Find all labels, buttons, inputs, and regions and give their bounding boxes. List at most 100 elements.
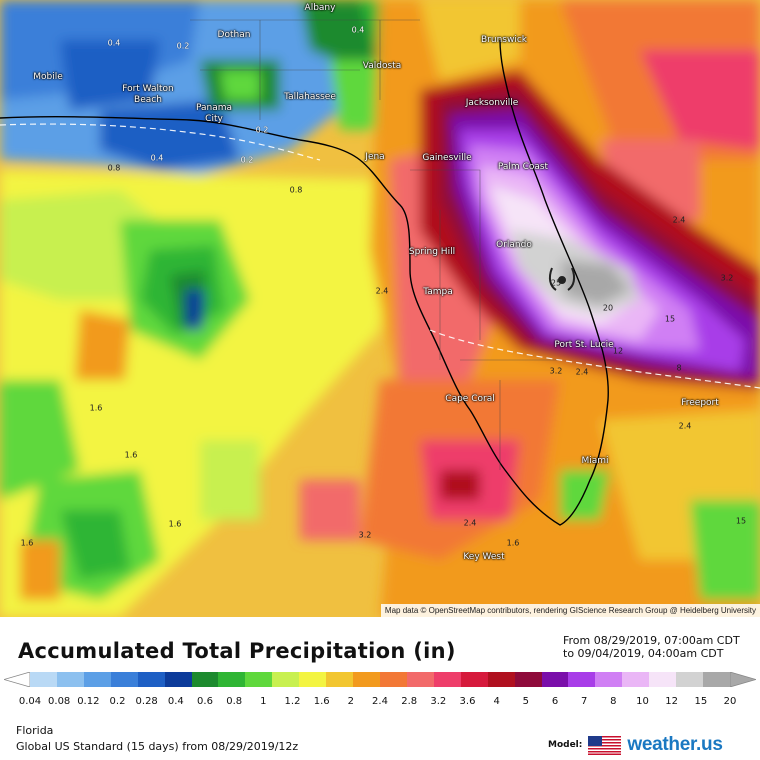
isoline-value: 0.8 — [107, 163, 121, 173]
color-scale-bin — [326, 672, 354, 687]
city-label: Tampa — [423, 287, 453, 297]
isoline-value: 1.6 — [124, 450, 138, 460]
color-scale-bin — [514, 672, 542, 687]
us-flag-icon — [588, 735, 622, 755]
isoline-value: 0.4 — [150, 153, 164, 163]
legend-panel: Accumulated Total Precipitation (in) Fro… — [0, 617, 760, 760]
period-to: to 09/04/2019, 04:00am CDT — [563, 647, 724, 660]
isoline-value: 3.2 — [549, 366, 563, 376]
isoline-value: 0.2 — [255, 125, 269, 135]
city-label: Jacksonville — [465, 98, 519, 108]
city-label: Spring Hill — [408, 247, 456, 257]
color-scale-tick-label: 1.2 — [284, 696, 301, 707]
color-scale-tick-label: 12 — [665, 696, 679, 707]
color-scale-tick-label: 0.28 — [135, 696, 158, 707]
brand-wordmark[interactable]: weather.us — [627, 734, 723, 755]
city-label: Albany — [304, 3, 336, 13]
period-from: From 08/29/2019, 07:00am CDT — [563, 634, 740, 647]
isoline-value: 20 — [602, 303, 614, 313]
color-scale-bin — [218, 672, 246, 687]
color-scale-bin — [406, 672, 434, 687]
color-scale-tick-label: 4 — [493, 696, 500, 707]
color-scale-tick-label: 0.2 — [109, 696, 126, 707]
city-label: Tallahassee — [284, 92, 336, 102]
color-scale-bin — [541, 672, 569, 687]
city-label: Freeport — [681, 398, 719, 408]
precipitation-map: Albany Dothan Brunswick Valdosta Mobile … — [0, 0, 760, 617]
color-scale-tick-label: 3.2 — [430, 696, 447, 707]
storm-symbol-icon — [548, 267, 576, 291]
region-name: Florida — [16, 724, 54, 737]
color-scale-tick-label: 0.12 — [77, 696, 100, 707]
brand-block: Model: weather.us — [548, 734, 723, 756]
city-label: Palm Coast — [497, 162, 549, 172]
city-label: Panama City — [195, 103, 233, 124]
color-scale-tick-label: 0.4 — [167, 696, 184, 707]
isoline-value: 1.6 — [168, 519, 182, 529]
color-scale-tick-label: 3.6 — [459, 696, 476, 707]
city-label: Dothan — [217, 30, 251, 40]
color-scale-bin — [137, 672, 165, 687]
isoline-value: 12 — [612, 346, 624, 356]
color-scale-bin — [245, 672, 273, 687]
color-scale-bin — [568, 672, 596, 687]
color-scale-bin — [649, 672, 677, 687]
color-scale-bin — [622, 672, 650, 687]
isoline-value: 0.8 — [289, 185, 303, 195]
isoline-value: 3.2 — [720, 273, 734, 283]
forecast-period: From 08/29/2019, 07:00am CDT to 09/04/20… — [563, 634, 740, 660]
color-scale-bin — [299, 672, 327, 687]
color-scale-bin — [353, 672, 380, 687]
city-label: Mobile — [33, 72, 63, 82]
color-scale-tick-label: 0.6 — [197, 696, 213, 707]
color-scale-tick-label: 0.08 — [48, 696, 71, 707]
color-scale-bins — [30, 672, 730, 687]
isoline-value: 8 — [676, 363, 682, 373]
color-scale-bin — [487, 672, 515, 687]
isoline-value: 0.2 — [240, 155, 254, 165]
isoline-value: 15 — [664, 314, 676, 324]
color-scale-ticks: 0.04 0.08 0.12 0.2 0.28 0.4 0.6 0.8 1 1.2 1.6 2 2.4 2… — [19, 696, 737, 710]
isoline-value: 1.6 — [20, 538, 34, 548]
color-scale-tick-label: 10 — [636, 696, 649, 707]
color-scale-bin — [379, 672, 407, 687]
color-scale-tick-label: 2.8 — [401, 696, 418, 707]
color-scale-tick-label: 0.04 — [18, 696, 42, 707]
city-label: Orlando — [496, 240, 532, 250]
color-scale-tick-label: 8 — [610, 696, 617, 707]
color-scale-tick-label: 6 — [551, 696, 559, 707]
color-scale-tick-label: 5 — [522, 696, 530, 707]
isoline-value: 3.2 — [358, 530, 372, 540]
legend-title: Accumulated Total Precipitation (in) — [18, 639, 456, 663]
isoline-value: 2.4 — [375, 286, 389, 296]
model-run: Global US Standard (15 days) from 08/29/… — [16, 740, 299, 753]
color-scale-bin — [83, 672, 111, 687]
isoline-value: 1.6 — [89, 403, 103, 413]
isoline-value: 15 — [735, 516, 747, 526]
city-label: Jena — [365, 152, 385, 162]
color-scale-tick-label: 15 — [694, 696, 708, 707]
color-scale-tick-label: 1 — [260, 696, 267, 707]
color-scale-arrows — [4, 672, 756, 687]
color-scale-bin — [460, 672, 488, 687]
color-scale-tick-label: 20 — [723, 696, 737, 707]
color-scale-bin — [272, 672, 300, 687]
color-scale-bin — [164, 672, 192, 687]
color-scale-bin — [676, 672, 704, 687]
color-scale-tick-label: 2 — [347, 696, 355, 707]
precipitation-field — [0, 0, 760, 617]
isoline-value: 2.4 — [575, 367, 589, 377]
isoline-value: 2.4 — [678, 421, 692, 431]
map-attribution: Map data © OpenStreetMap contributors, r… — [380, 604, 760, 617]
isoline-value: 0.4 — [351, 25, 365, 35]
color-scale — [4, 672, 756, 687]
color-scale-tick-label: 1.6 — [313, 696, 330, 707]
color-scale-tick-label: 7 — [580, 696, 588, 707]
city-label: Port St. Lucie — [554, 340, 614, 350]
color-scale-tick-label: 0.8 — [226, 696, 243, 707]
city-label: Key West — [463, 552, 505, 562]
city-label: Fort Walton Beach — [122, 84, 174, 105]
city-label: Miami — [581, 456, 609, 466]
color-scale-bin — [191, 672, 219, 687]
isoline-value: 25 — [550, 278, 562, 288]
